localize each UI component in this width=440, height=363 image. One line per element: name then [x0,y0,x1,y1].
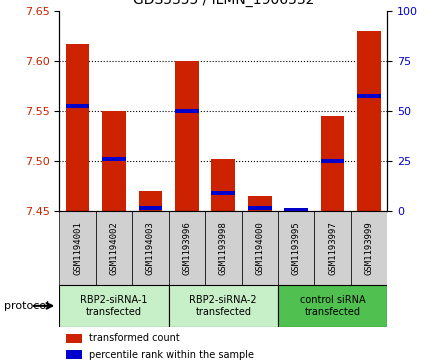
Text: GSM1194001: GSM1194001 [73,221,82,275]
Bar [357,31,381,211]
Text: GSM1194003: GSM1194003 [146,221,155,275]
Bar [278,285,387,327]
Text: GSM1193997: GSM1193997 [328,221,337,275]
Bar [169,285,278,327]
Text: RBP2-siRNA-2
transfected: RBP2-siRNA-2 transfected [190,295,257,317]
Bar [205,211,242,285]
Text: GSM1194000: GSM1194000 [255,221,264,275]
Bar [132,211,169,285]
Bar [102,111,126,211]
Bar [139,205,162,209]
Text: protocol: protocol [4,301,50,311]
Text: RBP2-siRNA-1
transfected: RBP2-siRNA-1 transfected [80,295,148,317]
Bar [284,208,308,212]
Text: GSM1194002: GSM1194002 [110,221,118,275]
Text: GSM1193996: GSM1193996 [182,221,191,275]
Bar [102,157,126,161]
Bar [248,196,271,211]
Bar [66,44,89,211]
Text: GSM1193995: GSM1193995 [292,221,301,275]
Text: percentile rank within the sample: percentile rank within the sample [89,350,254,360]
Title: GDS5355 / ILMN_1906532: GDS5355 / ILMN_1906532 [132,0,314,7]
Text: transformed count: transformed count [89,333,180,343]
Text: GSM1193998: GSM1193998 [219,221,228,275]
Bar [284,209,308,211]
Bar [169,211,205,285]
Bar [314,211,351,285]
Text: control siRNA
transfected: control siRNA transfected [300,295,365,317]
Bar [351,211,387,285]
Bar [175,109,199,113]
Bar [66,350,82,359]
Bar [66,104,89,108]
Bar [59,211,96,285]
Bar [242,211,278,285]
Bar [66,334,82,343]
Text: GSM1193999: GSM1193999 [364,221,374,275]
Bar [59,285,169,327]
Bar [357,94,381,98]
Bar [175,61,199,211]
Bar [321,159,345,163]
Bar [278,211,314,285]
Bar [139,191,162,211]
Bar [212,191,235,195]
Bar [248,205,271,209]
Bar [321,116,345,211]
Bar [212,159,235,211]
Bar [96,211,132,285]
